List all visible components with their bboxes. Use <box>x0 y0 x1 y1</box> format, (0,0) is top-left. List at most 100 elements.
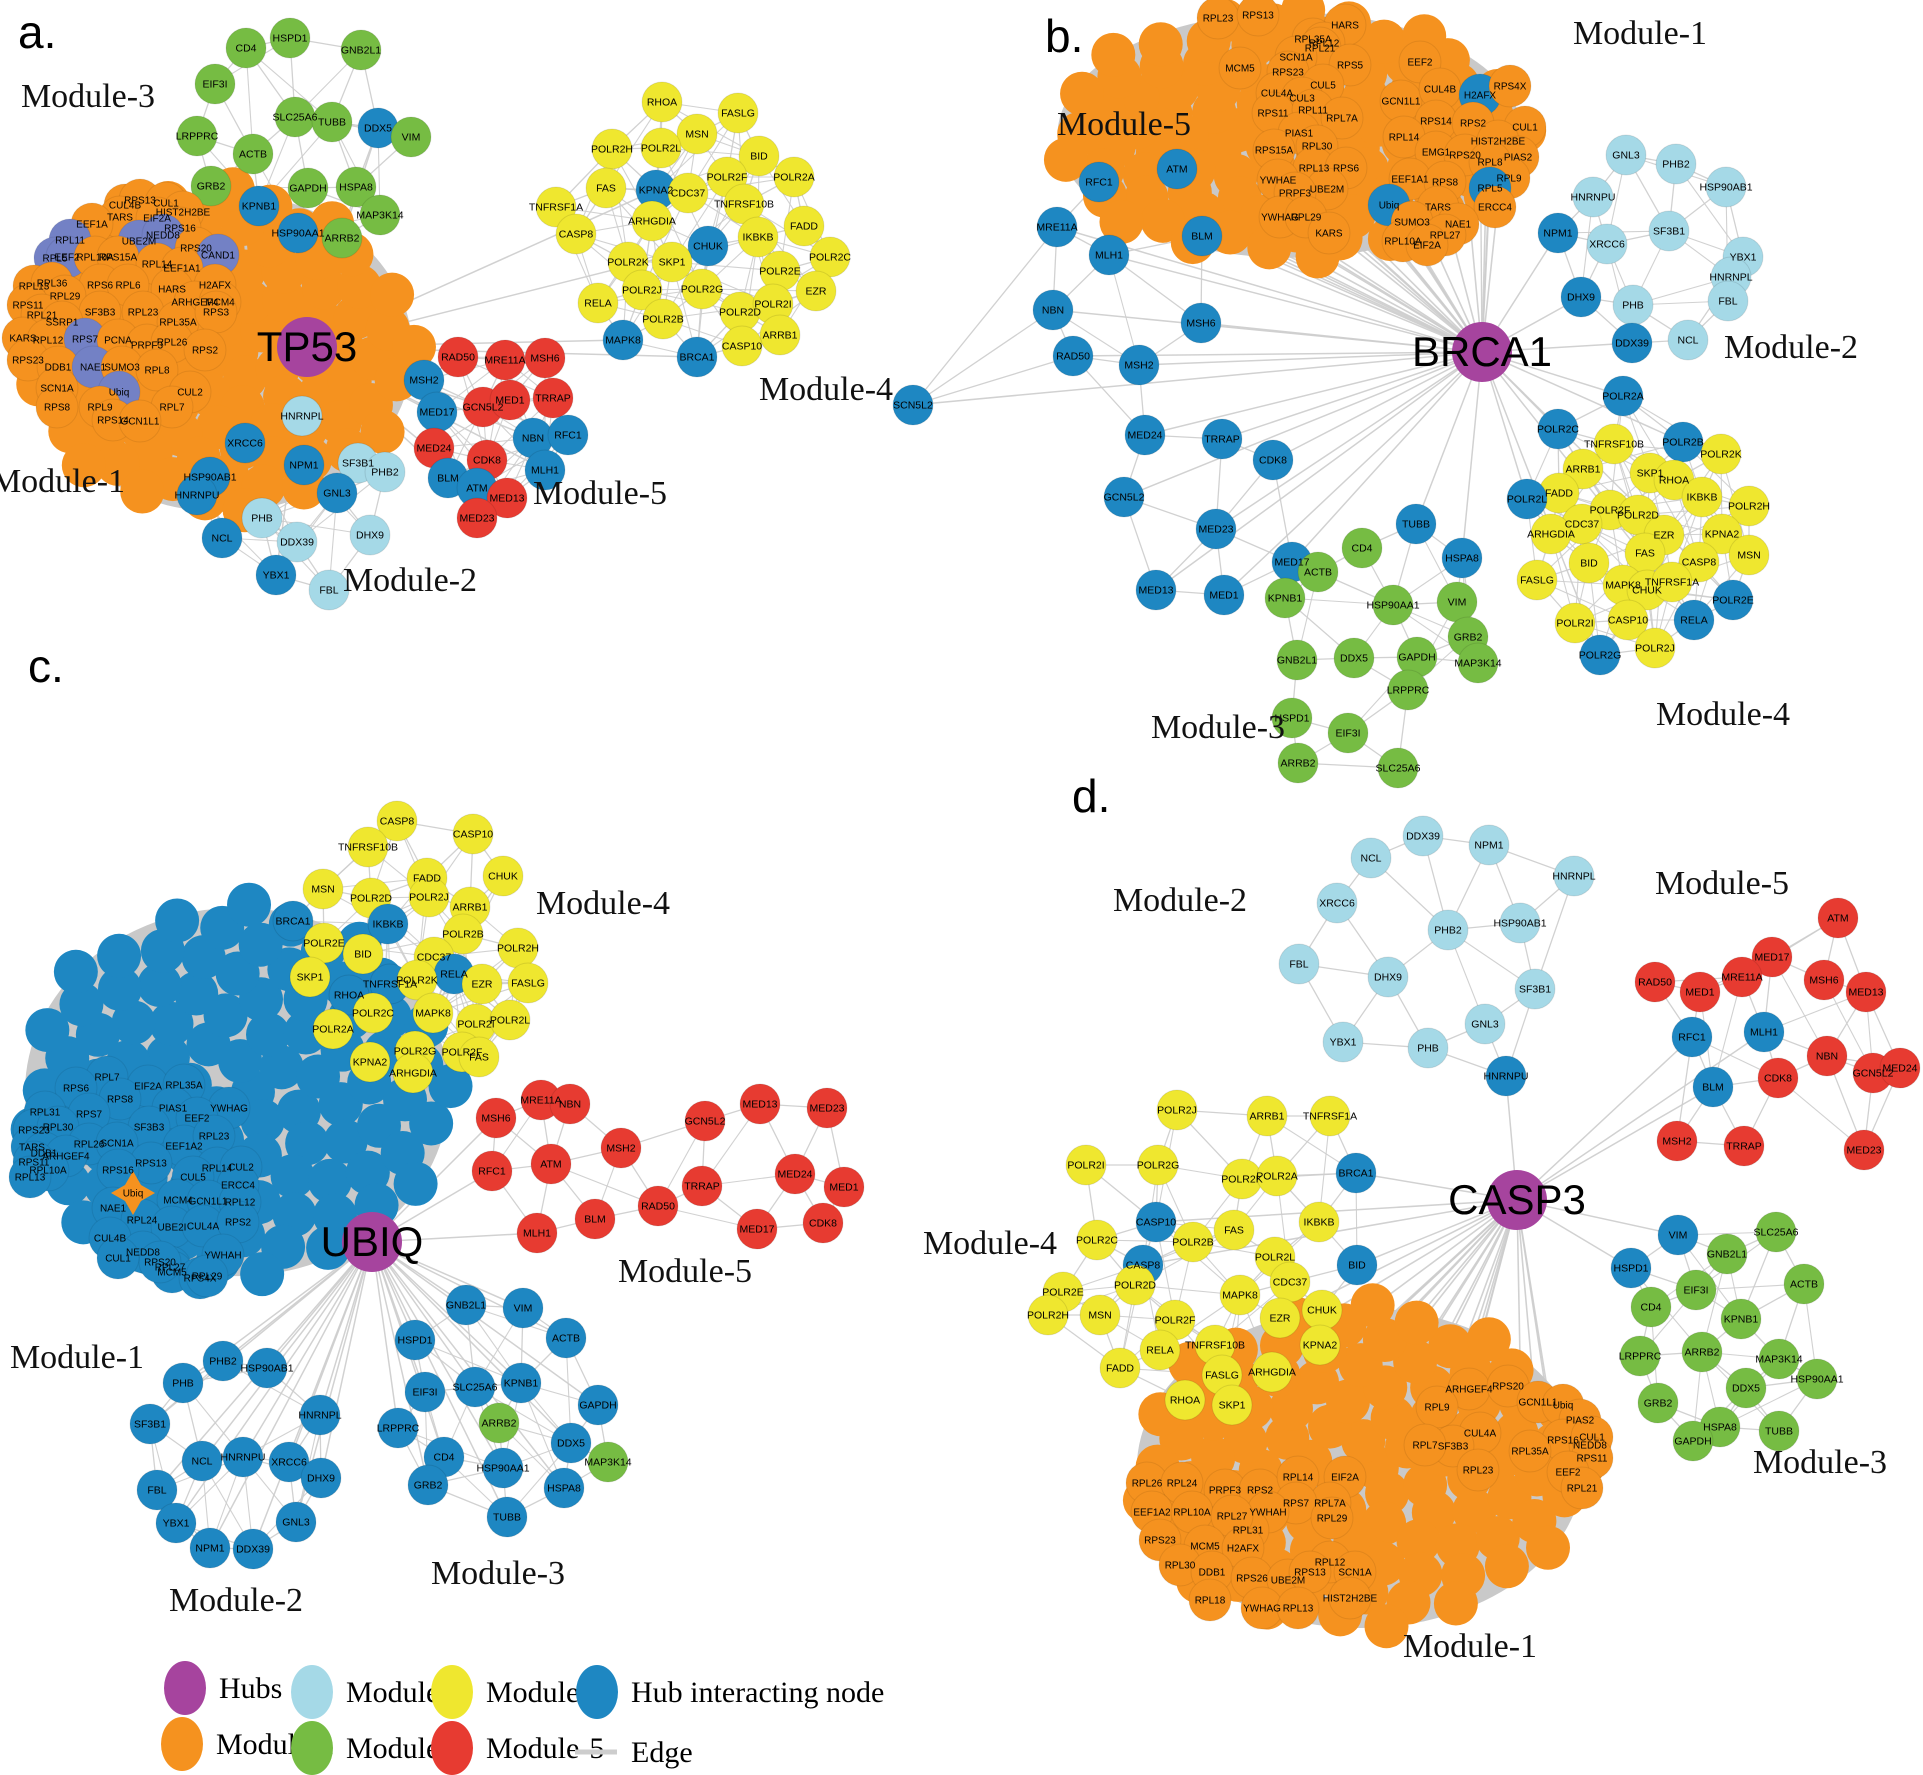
node-label: POLR2A <box>1602 391 1643 403</box>
node-label: SKP1 <box>659 257 686 269</box>
blob-node <box>1060 71 1105 116</box>
node-label: GCN5L2 <box>685 1116 726 1128</box>
node-label: POLR2G <box>681 284 724 296</box>
node-label: MSH2 <box>409 375 438 387</box>
hub-label: CASP3 <box>1448 1176 1586 1223</box>
node-NPM1 <box>1537 212 1579 254</box>
node-RPL7A <box>1320 96 1364 140</box>
node-label: TNFRSF1A <box>1303 1111 1357 1123</box>
node-label: MRE11A <box>1721 972 1762 984</box>
node-POLR2A <box>312 1008 354 1050</box>
node-label: RPL21 <box>27 311 58 322</box>
node-MED23 <box>456 497 498 539</box>
edge <box>371 1241 522 1384</box>
node-label: SKP1 <box>1637 468 1664 480</box>
node-CASP8 <box>555 213 597 255</box>
node-label: HSPD1 <box>272 33 307 45</box>
node-MED1 <box>489 379 531 421</box>
node-label: PHB2 <box>1434 925 1462 937</box>
node-label: MAP3K14 <box>1454 658 1501 670</box>
node-label: POLR2C <box>352 1008 394 1020</box>
edge <box>1123 351 1483 498</box>
node-label: FASLG <box>511 978 545 990</box>
node-FAS <box>458 1036 500 1078</box>
module-label: Module-4 <box>536 885 670 922</box>
node-label: NCL <box>1360 853 1381 865</box>
node-CASP8 <box>376 800 418 842</box>
node-label: NEDD8 <box>146 231 180 242</box>
node-label: BLM <box>1191 231 1213 243</box>
node-KPNA2 <box>349 1041 391 1083</box>
node-label: XRCC6 <box>1319 898 1355 910</box>
node-label: RPS8 <box>1432 178 1459 189</box>
node-label: RPS26 <box>1236 1574 1268 1585</box>
hub-label: TP53 <box>257 323 357 370</box>
node-label: RPS5 <box>1337 61 1364 72</box>
node-label: MED24 <box>1882 1063 1917 1075</box>
node-label: MSH2 <box>1662 1136 1691 1148</box>
node-label: RPL21 <box>1567 1484 1598 1495</box>
node-MSH2 <box>1118 344 1160 386</box>
node-label: MLH1 <box>1095 250 1123 262</box>
node-label: GNB2L1 <box>446 1300 486 1312</box>
node-label: RPL8 <box>144 366 169 377</box>
node-POLR2C <box>1537 408 1579 450</box>
node-TUBB <box>1395 503 1437 545</box>
edge <box>371 1241 565 1489</box>
node-MED13 <box>1135 569 1177 611</box>
node-label: POLR2I <box>1556 618 1593 630</box>
blob-node <box>1364 1604 1409 1649</box>
node-label: RPL13 <box>15 1173 46 1184</box>
node-MLH1 <box>524 449 566 491</box>
node-label: PIAS1 <box>159 1104 188 1115</box>
module-label: Module-1 <box>10 1339 144 1376</box>
node-label: MED23 <box>1198 524 1233 536</box>
node-CD4 <box>1341 527 1383 569</box>
node-label: GAPDH <box>1398 652 1435 664</box>
node-label: KPNB1 <box>242 201 277 213</box>
blob-node <box>1091 32 1136 77</box>
node-label: RPL35A <box>165 1081 203 1092</box>
node-label: RPL30 <box>43 1123 74 1134</box>
panel-letter: b. <box>1045 10 1083 62</box>
node-label: TUBB <box>1402 519 1430 531</box>
node-label: KPNA2 <box>1303 1340 1338 1352</box>
node-CD4 <box>225 27 267 69</box>
node-label: POLR2B <box>1172 1237 1213 1249</box>
node-label: RPL10A <box>1173 1508 1211 1519</box>
node-label: ARHGEF4 <box>1445 1385 1493 1396</box>
edge <box>201 1241 373 1462</box>
node-label: CUL4B <box>109 201 142 212</box>
node-label: FASLG <box>1205 1370 1239 1382</box>
node-RPS13 <box>1236 0 1280 37</box>
node-label: POLR2E <box>1042 1287 1083 1299</box>
node-YBX1 <box>255 554 297 596</box>
node-label: CDC37 <box>671 188 706 200</box>
node-label: SCN5L2 <box>893 400 933 412</box>
node-label: CASP8 <box>559 229 594 241</box>
node-label: NPM1 <box>195 1543 224 1555</box>
node-label: FADD <box>1545 488 1573 500</box>
node-label: CUL2 <box>228 1163 254 1174</box>
node-label: RPL26 <box>157 338 188 349</box>
node-label: RPS20 <box>180 244 212 255</box>
node-label: ARHGEF4 <box>42 1152 90 1163</box>
node-label: PIAS1 <box>1285 129 1314 140</box>
node-label: BRCA1 <box>1338 1168 1373 1180</box>
node-label: RPS20 <box>1492 1382 1524 1393</box>
edge <box>1415 351 1483 525</box>
node-label: EEF1A <box>76 220 108 231</box>
node-TRRAP <box>532 377 574 419</box>
node-label: RPS15A <box>1255 146 1294 157</box>
node-label: MED1 <box>495 395 524 407</box>
node-label: CDK8 <box>473 455 501 467</box>
node-RELA <box>577 282 619 324</box>
node-label: CDK8 <box>809 1218 837 1230</box>
node-label: GCN5L2 <box>1104 492 1145 504</box>
node-label: RPL6 <box>115 281 140 292</box>
node-label: RPS3 <box>203 308 230 319</box>
node-label: IKBKB <box>1687 492 1718 504</box>
node-label: YBX1 <box>1730 252 1757 264</box>
node-label: MED24 <box>1127 430 1162 442</box>
module-label: Module-2 <box>1724 329 1858 366</box>
